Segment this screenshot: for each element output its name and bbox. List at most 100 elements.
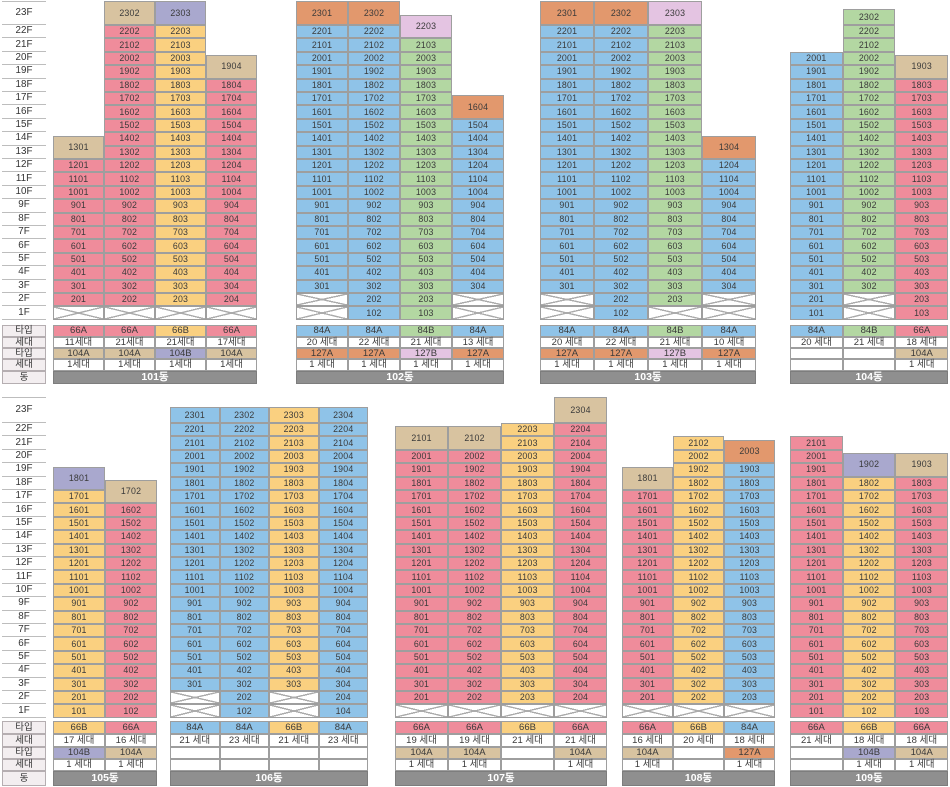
unit-cell: 1502 xyxy=(448,516,501,531)
unit-cell: 801 xyxy=(790,212,843,226)
unit-cell: 2004 xyxy=(554,449,607,464)
unit-cell: 502 xyxy=(842,650,896,665)
floor-label: 4F xyxy=(2,664,46,678)
unit-cell: 602 xyxy=(348,239,400,253)
floor-label: 15F xyxy=(2,516,46,531)
floor-label: 7F xyxy=(2,226,46,240)
unit-cell: 404 xyxy=(554,664,607,678)
unit-cell: 1303 xyxy=(501,543,554,557)
unit-cell: 1603 xyxy=(501,503,554,517)
unit-cell: 2201 xyxy=(170,423,220,437)
unit-cell: 1004 xyxy=(206,185,257,200)
unit-cell: 1302 xyxy=(594,145,648,159)
unit-cell: 903 xyxy=(155,199,206,213)
hatched-cell xyxy=(540,306,594,320)
unit-cell: 2001 xyxy=(540,51,594,66)
type-cell xyxy=(842,348,896,359)
unit-cell: 1201 xyxy=(296,159,348,173)
unit-cell: 202 xyxy=(842,691,896,705)
unit-cell: 903 xyxy=(895,597,949,611)
unit-cell: 1303 xyxy=(895,145,949,159)
unit-cell: 402 xyxy=(673,664,724,678)
unit-cell: 2001 xyxy=(790,449,843,464)
household-count-cell: 18 세대 xyxy=(724,734,775,747)
unit-cell: 302 xyxy=(105,677,157,691)
unit-cell: 202 xyxy=(104,293,155,307)
unit-cell: 1101 xyxy=(53,570,105,584)
unit-cell: 401 xyxy=(395,664,448,678)
unit-cell: 404 xyxy=(452,266,504,280)
unit-cell: 1502 xyxy=(842,118,896,133)
unit-cell: 801 xyxy=(170,610,220,624)
floor-label: 19F xyxy=(2,463,46,477)
unit-cell: 701 xyxy=(170,624,220,638)
unit-cell: 904 xyxy=(452,199,504,213)
unit-cell: 1802 xyxy=(673,476,724,490)
unit-cell: 1203 xyxy=(895,159,949,173)
unit-cell: 2103 xyxy=(155,38,206,52)
unit-cell: 301 xyxy=(790,279,843,293)
unit-cell: 2202 xyxy=(348,25,400,39)
unit-cell: 2203 xyxy=(648,25,702,39)
type-cell: 66A xyxy=(895,721,949,734)
household-count-cell: 11세대 xyxy=(53,337,104,348)
unit-cell: 1103 xyxy=(724,570,775,584)
unit-cell: 1102 xyxy=(673,570,724,584)
unit-cell: 601 xyxy=(395,637,448,651)
building-name-bar: 104동 xyxy=(790,371,949,384)
hatched-cell xyxy=(554,704,607,718)
unit-cell: 902 xyxy=(594,199,648,213)
unit-cell: 1601 xyxy=(53,503,105,517)
unit-cell: 1702 xyxy=(219,490,269,504)
unit-cell: 503 xyxy=(400,252,452,267)
unit-cell: 501 xyxy=(395,650,448,665)
unit-cell: 1603 xyxy=(895,503,949,517)
unit-cell: 1001 xyxy=(53,583,105,598)
unit-cell: 1901 xyxy=(296,65,348,79)
unit-cell: 2202 xyxy=(219,423,269,437)
unit-cell: 1404 xyxy=(206,132,257,146)
unit-cell: 1801 xyxy=(540,78,594,92)
unit-cell: 202 xyxy=(219,691,269,705)
unit-cell: 603 xyxy=(648,239,702,253)
unit-cell: 1902 xyxy=(219,463,269,477)
unit-cell: 1602 xyxy=(105,503,157,517)
footer-row-label: 동 xyxy=(2,771,46,786)
type-cell: 84A xyxy=(170,721,220,734)
unit-cell: 1203 xyxy=(895,557,949,571)
unit-cell: 603 xyxy=(501,637,554,651)
unit-cell: 901 xyxy=(622,597,673,611)
type-cell: 66A xyxy=(895,325,949,337)
unit-cell: 1503 xyxy=(269,516,319,531)
unit-cell: 302 xyxy=(842,279,896,293)
unit-cell: 1702 xyxy=(594,92,648,106)
household-count-cell: 1 세대 xyxy=(594,359,648,371)
unit-cell: 503 xyxy=(155,252,206,267)
type-cell: 127B xyxy=(648,348,702,359)
floor-label: 11F xyxy=(2,172,46,186)
household-count-cell: 21세대 xyxy=(155,337,206,348)
unit-cell: 1101 xyxy=(395,570,448,584)
unit-cell: 1101 xyxy=(170,570,220,584)
unit-cell: 1102 xyxy=(594,172,648,186)
unit-cell: 704 xyxy=(452,226,504,240)
unit-cell: 1304 xyxy=(318,543,368,557)
unit-cell: 1401 xyxy=(622,530,673,544)
unit-cell: 1802 xyxy=(842,78,896,92)
unit-cell: 1901 xyxy=(790,65,843,79)
unit-cell: 1001 xyxy=(790,583,843,598)
unit-cell: 1501 xyxy=(790,118,843,133)
unit-cell: 2201 xyxy=(540,25,594,39)
unit-cell: 1303 xyxy=(895,543,949,557)
hatched-cell xyxy=(53,306,104,320)
unit-cell: 403 xyxy=(155,266,206,280)
unit-cell: 303 xyxy=(400,279,452,293)
unit-cell: 603 xyxy=(155,239,206,253)
type-cell: 66A xyxy=(206,325,257,337)
footer-row-label: 세대 xyxy=(2,337,46,348)
unit-cell: 803 xyxy=(501,610,554,624)
unit-cell: 1002 xyxy=(673,583,724,598)
unit-cell: 502 xyxy=(594,252,648,267)
unit-cell: 1001 xyxy=(395,583,448,598)
unit-cell: 2102 xyxy=(219,436,269,450)
